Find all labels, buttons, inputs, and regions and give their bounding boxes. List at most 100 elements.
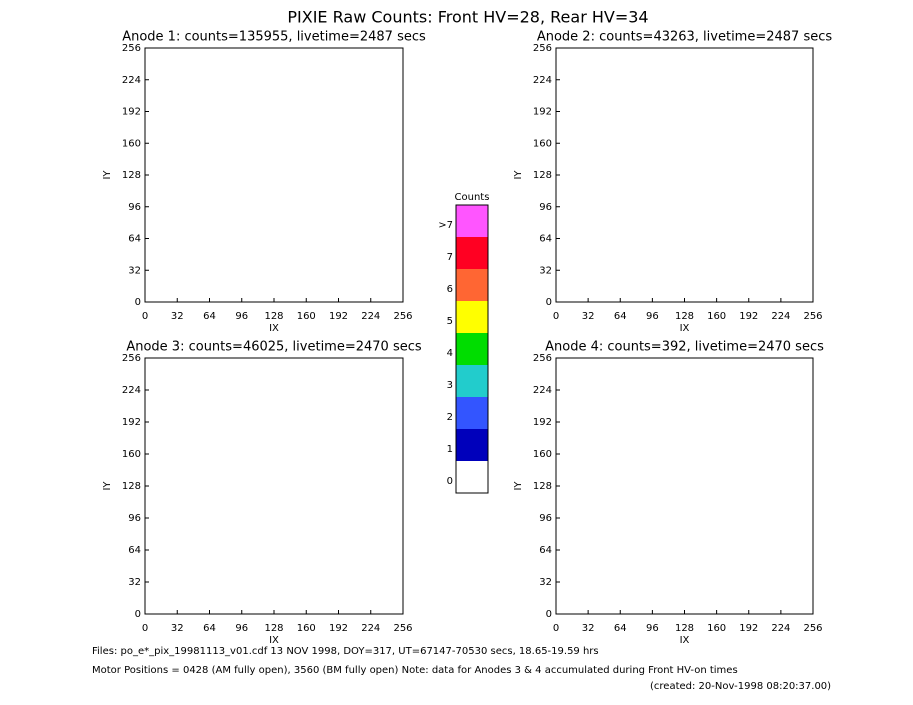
y-tick-label: 160: [533, 449, 552, 460]
y-tick-label: 0: [546, 297, 552, 308]
y-axis-label: IY: [513, 170, 524, 180]
colorbar-label: 6: [447, 284, 453, 295]
panel-title: Anode 2: counts=43263, livetime=2487 sec…: [537, 30, 833, 45]
x-tick-label: 96: [646, 623, 659, 634]
y-tick-label: 256: [533, 43, 552, 54]
y-tick-label: 64: [539, 545, 552, 556]
footer-motor: Motor Positions = 0428 (AM fully open), …: [92, 665, 738, 676]
y-tick-label: 0: [546, 609, 552, 620]
colorbar-swatch: [456, 205, 488, 237]
x-tick-label: 192: [739, 623, 758, 634]
y-tick-label: 32: [539, 265, 552, 276]
y-tick-label: 96: [539, 202, 552, 213]
y-tick-label: 96: [128, 513, 141, 524]
x-tick-label: 128: [675, 623, 694, 634]
colorbar-label: >7: [438, 220, 453, 231]
y-tick-label: 128: [122, 170, 141, 181]
x-tick-label: 192: [739, 311, 758, 322]
colorbar-swatch: [456, 397, 488, 429]
y-tick-label: 32: [539, 577, 552, 588]
x-axis-label: IX: [680, 323, 690, 334]
x-tick-label: 160: [297, 623, 316, 634]
colorbar-swatch: [456, 333, 488, 365]
x-tick-label: 224: [771, 623, 790, 634]
x-tick-label: 0: [142, 623, 148, 634]
y-tick-label: 192: [122, 417, 141, 428]
x-tick-label: 256: [803, 311, 822, 322]
colorbar-label: 5: [447, 316, 453, 327]
footer-files: Files: po_e*_pix_19981113_v01.cdf 13 NOV…: [92, 646, 599, 657]
y-tick-label: 160: [122, 449, 141, 460]
y-tick-label: 32: [128, 265, 141, 276]
y-tick-label: 224: [533, 385, 552, 396]
colorbar-swatch: [456, 461, 488, 493]
x-axis-label: IX: [269, 635, 279, 646]
y-tick-label: 64: [128, 234, 141, 245]
colorbar-frame: [455, 204, 489, 494]
x-tick-label: 160: [707, 623, 726, 634]
y-tick-label: 32: [128, 577, 141, 588]
colorbar-label: 4: [447, 348, 453, 359]
x-tick-label: 256: [393, 623, 412, 634]
x-axis-label: IX: [680, 635, 690, 646]
y-tick-label: 192: [533, 417, 552, 428]
panel-title: Anode 3: counts=46025, livetime=2470 sec…: [126, 340, 422, 355]
y-tick-label: 128: [533, 481, 552, 492]
colorbar-title: Counts: [455, 192, 490, 203]
x-tick-label: 64: [203, 311, 216, 322]
y-tick-label: 96: [128, 202, 141, 213]
colorbar-label: 2: [447, 412, 453, 423]
x-tick-label: 160: [297, 311, 316, 322]
y-tick-label: 256: [122, 353, 141, 364]
panel-title: Anode 1: counts=135955, livetime=2487 se…: [122, 30, 426, 45]
plot-frame: [144, 47, 404, 303]
colorbar-swatch: [456, 269, 488, 301]
x-tick-label: 224: [361, 623, 380, 634]
y-tick-label: 192: [122, 107, 141, 118]
y-axis-label: IY: [513, 481, 524, 491]
x-tick-label: 32: [171, 311, 184, 322]
x-tick-label: 256: [393, 311, 412, 322]
plot-frame: [555, 47, 814, 303]
y-axis-label: IY: [102, 481, 113, 491]
x-tick-label: 192: [329, 623, 348, 634]
y-axis-label: IY: [102, 170, 113, 180]
y-tick-label: 192: [533, 107, 552, 118]
footer-created: (created: 20-Nov-1998 08:20:37.00): [650, 681, 831, 692]
x-axis-label: IX: [269, 323, 279, 334]
x-tick-label: 128: [264, 311, 283, 322]
y-tick-label: 256: [122, 43, 141, 54]
y-tick-label: 128: [122, 481, 141, 492]
x-tick-label: 64: [614, 623, 627, 634]
y-tick-label: 96: [539, 513, 552, 524]
x-tick-label: 0: [553, 623, 559, 634]
colorbar-swatch: [456, 429, 488, 461]
colorbar-swatch: [456, 237, 488, 269]
colorbar-label: 0: [447, 476, 453, 487]
y-tick-label: 160: [533, 138, 552, 149]
y-tick-label: 224: [122, 385, 141, 396]
y-tick-label: 0: [135, 297, 141, 308]
x-tick-label: 128: [264, 623, 283, 634]
x-tick-label: 224: [361, 311, 380, 322]
colorbar-label: 1: [447, 444, 453, 455]
y-tick-label: 256: [533, 353, 552, 364]
x-tick-label: 96: [646, 311, 659, 322]
x-tick-label: 256: [803, 623, 822, 634]
x-tick-label: 32: [171, 623, 184, 634]
colorbar-swatch: [456, 365, 488, 397]
x-tick-label: 0: [142, 311, 148, 322]
x-tick-label: 160: [707, 311, 726, 322]
y-tick-label: 64: [128, 545, 141, 556]
x-tick-label: 32: [582, 311, 595, 322]
x-tick-label: 32: [582, 623, 595, 634]
y-tick-label: 224: [533, 75, 552, 86]
x-tick-label: 0: [553, 311, 559, 322]
x-tick-label: 192: [329, 311, 348, 322]
x-tick-label: 128: [675, 311, 694, 322]
y-tick-label: 0: [135, 609, 141, 620]
colorbar-label: 7: [447, 252, 453, 263]
colorbar-label: 3: [447, 380, 453, 391]
colorbar-swatch: [456, 301, 488, 333]
